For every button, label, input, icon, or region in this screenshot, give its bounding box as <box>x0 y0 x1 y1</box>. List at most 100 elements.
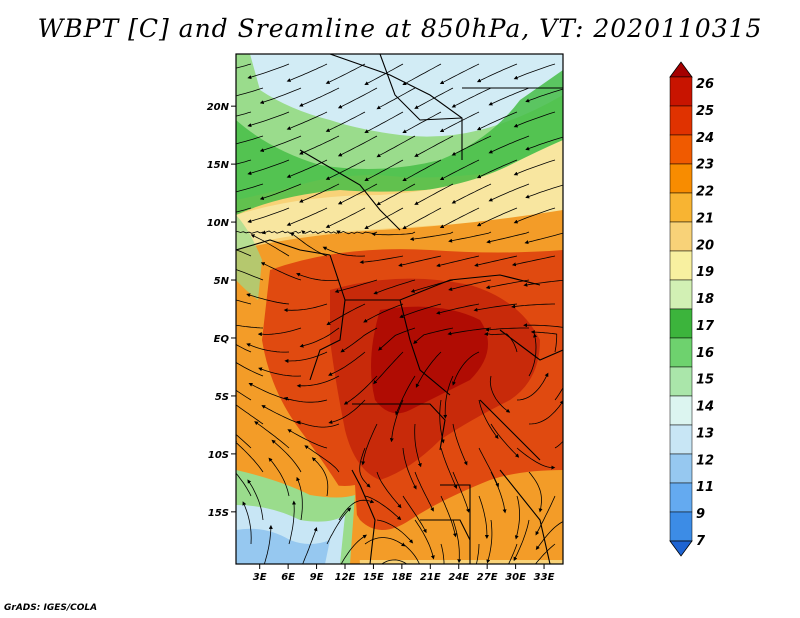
streamline <box>413 327 454 345</box>
streamline <box>524 232 563 245</box>
streamline <box>296 272 340 281</box>
lon-tick-label: 27E <box>477 572 498 583</box>
streamline <box>398 255 442 267</box>
streamline <box>263 524 273 564</box>
colorbar: 26 25 24 23 22 21 20 19 18 17 16 15 14 13 12 11 9 7 <box>669 61 715 557</box>
streamline <box>451 87 492 108</box>
streamline <box>283 303 328 313</box>
streamline <box>473 303 518 312</box>
colorbar-label: 23 <box>696 158 714 173</box>
streamline <box>523 279 563 287</box>
streamline <box>476 159 518 179</box>
lon-tick-label: 3E <box>253 572 267 583</box>
streamline <box>439 111 480 133</box>
streamline <box>236 404 264 425</box>
streamline <box>373 351 404 385</box>
streamline <box>268 457 290 497</box>
colorbar-top-arrow <box>669 61 693 78</box>
streamline <box>301 230 340 235</box>
streamline <box>261 405 302 425</box>
colorbar-label: 19 <box>696 265 714 280</box>
streamline <box>299 183 340 203</box>
streamline <box>414 471 434 512</box>
colorbar-segment <box>669 250 693 281</box>
colorbar-label: 25 <box>696 104 714 119</box>
colorbar-segment <box>669 221 693 252</box>
streamline <box>337 183 378 205</box>
colorbar-segment <box>669 279 693 310</box>
streamline <box>414 423 422 468</box>
streamline <box>236 389 252 401</box>
streamline <box>236 231 264 234</box>
streamline <box>516 447 556 470</box>
streamline <box>325 63 366 84</box>
streamline <box>325 207 366 228</box>
streamline <box>364 207 404 229</box>
streamline <box>376 519 414 544</box>
streamline <box>415 351 442 388</box>
streamline <box>359 447 371 488</box>
streamline <box>328 399 366 424</box>
streamline <box>343 375 378 405</box>
lon-tick-label: 15E <box>363 572 384 583</box>
streamline <box>259 87 302 104</box>
streamline <box>236 135 264 145</box>
streamline <box>286 207 328 226</box>
streamline <box>378 327 416 351</box>
colorbar-segment <box>669 308 693 339</box>
streamline <box>474 255 518 267</box>
streamline <box>376 135 416 158</box>
streamline <box>364 159 404 181</box>
streamline <box>337 135 378 157</box>
longitude-axis: 3E 6E 9E 12E 15E 18E 21E 24E 27E 30E 33E <box>253 564 555 583</box>
map-frame <box>235 53 564 565</box>
streamline <box>535 521 563 550</box>
streamline <box>525 184 563 199</box>
colorbar-label: 11 <box>696 480 714 495</box>
streamline <box>236 433 252 449</box>
lat-tick-label: 15S <box>208 508 229 519</box>
streamline <box>236 63 252 69</box>
streamline <box>402 63 442 86</box>
colorbar-segment <box>669 453 693 484</box>
streamline <box>402 495 427 534</box>
streamline <box>439 399 445 444</box>
colorbar-segment <box>669 337 693 368</box>
streamline <box>436 303 480 315</box>
streamline <box>490 423 520 458</box>
streamline <box>296 375 340 388</box>
streamline <box>488 183 530 202</box>
colorbar-segment <box>669 192 693 223</box>
streamline <box>299 87 340 107</box>
streamline <box>236 361 264 377</box>
streamline <box>490 471 507 514</box>
streamline <box>478 495 489 539</box>
colorbar-label: 17 <box>696 319 715 334</box>
colorbar-label: 21 <box>696 211 714 226</box>
streamline <box>261 230 302 235</box>
colorbar-label: 24 <box>696 131 714 146</box>
streamline <box>513 159 556 176</box>
streamline <box>554 440 563 449</box>
streamline <box>247 479 264 521</box>
streamline <box>257 327 302 337</box>
streamline <box>363 303 404 323</box>
streamline <box>322 246 366 257</box>
streamline <box>236 183 264 193</box>
streamline <box>451 183 492 204</box>
streamline <box>376 183 416 206</box>
streamline <box>513 111 556 128</box>
streamline <box>436 255 480 268</box>
lat-tick-label: 5N <box>214 276 230 287</box>
streamline <box>402 447 417 490</box>
lon-tick-label: 6E <box>281 572 295 583</box>
streamline <box>299 135 340 155</box>
streamline <box>286 111 328 130</box>
streamline <box>525 136 563 151</box>
streamline <box>236 344 252 353</box>
streamline <box>296 476 303 521</box>
streamline <box>286 159 328 178</box>
colorbar-segment <box>669 76 693 107</box>
streamline <box>402 111 442 134</box>
chart-title: WBPT [C] and Sreamline at 850hPa, VT: 20… <box>37 14 763 43</box>
